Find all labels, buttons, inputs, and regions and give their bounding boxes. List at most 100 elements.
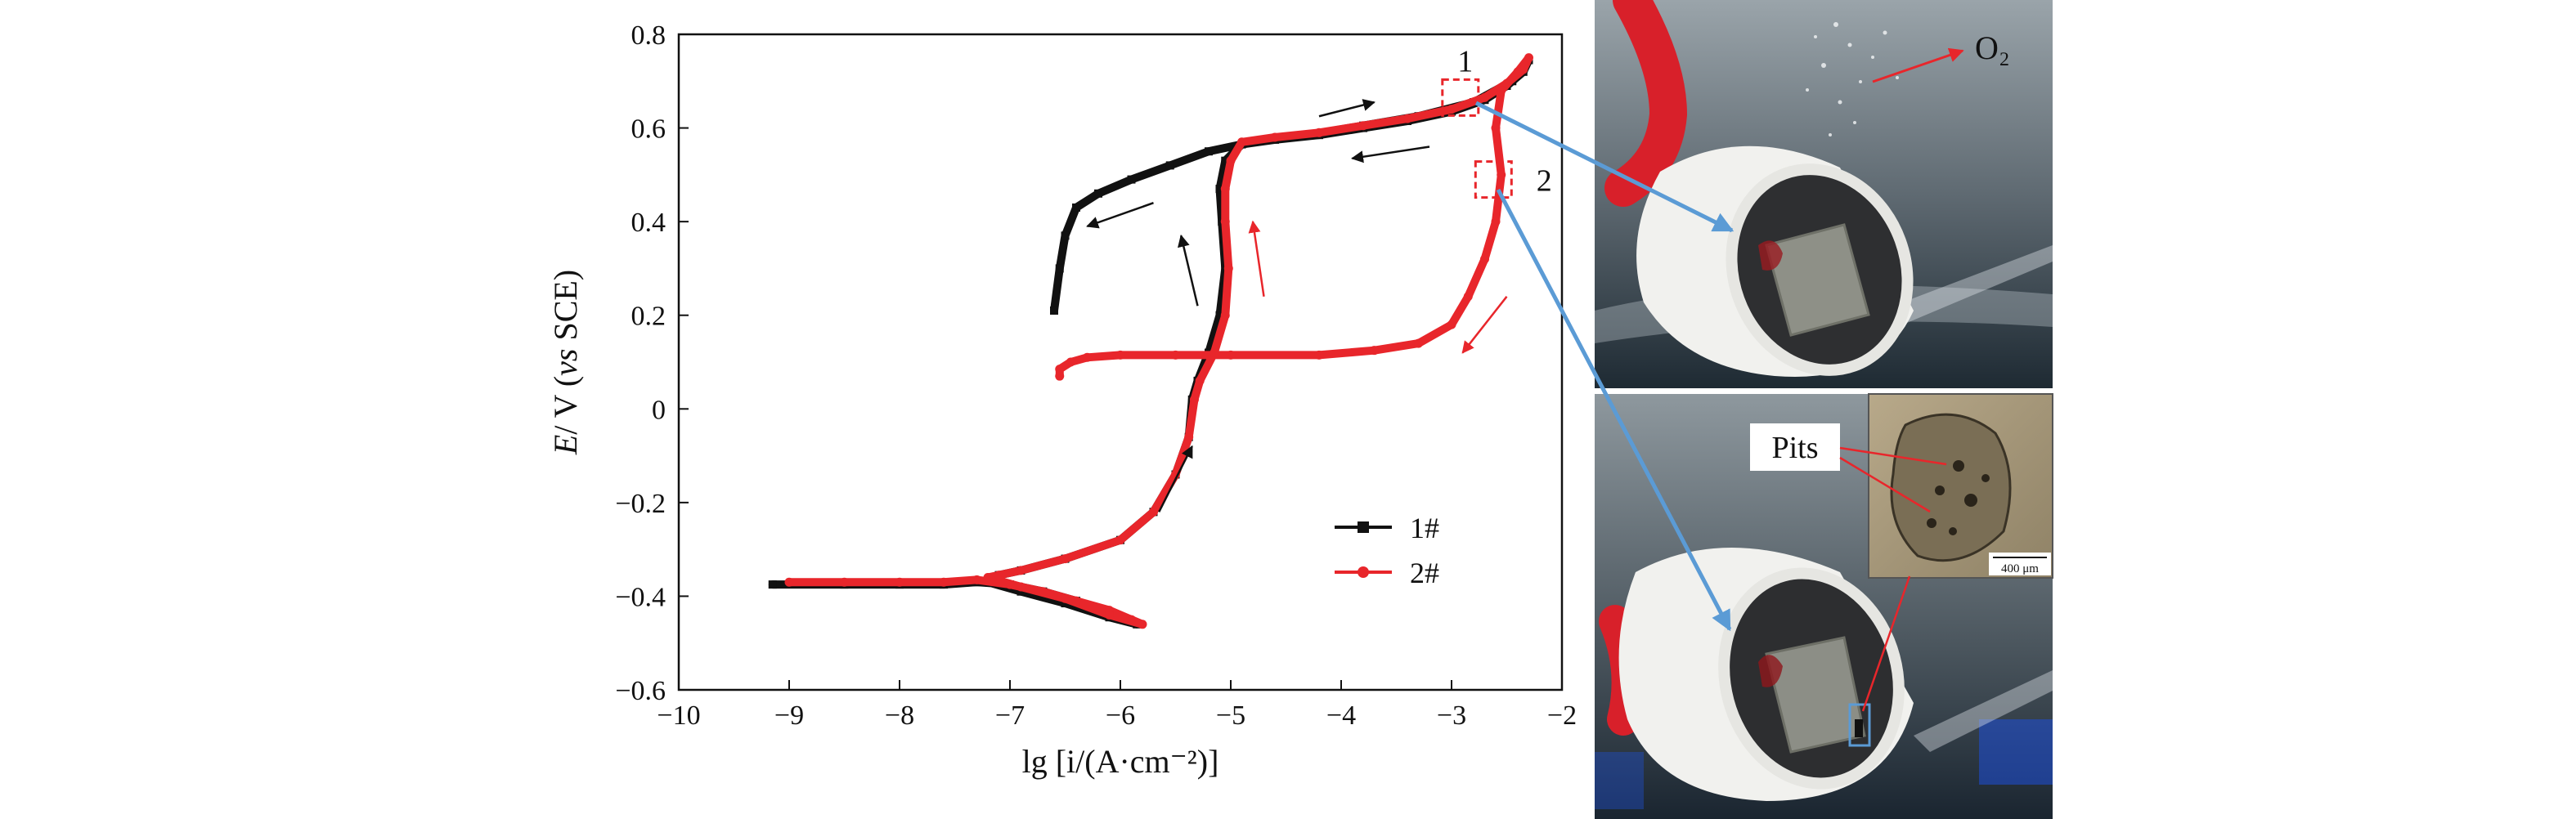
series-point-2: [1061, 554, 1070, 563]
series-point-2: [1224, 264, 1233, 273]
series-point-1: [1061, 231, 1070, 239]
series-point-2: [1492, 123, 1501, 132]
series-point-2: [1524, 53, 1533, 62]
y-tick-label: 0.8: [631, 20, 666, 51]
plot-frame: [679, 34, 1562, 690]
series-point-2: [1066, 358, 1075, 367]
direction-arrow: [1253, 222, 1264, 297]
series-point-2: [1447, 320, 1456, 329]
x-tick-label: −5: [1216, 700, 1245, 731]
direction-arrow: [1463, 297, 1507, 353]
y-tick-label: 0.2: [631, 302, 666, 332]
series-point-1: [1128, 176, 1136, 184]
y-tick-label: −0.2: [615, 489, 666, 519]
callout-box-2: [1475, 162, 1511, 198]
series-point-2: [1497, 170, 1506, 179]
pits-label: Pits: [1771, 431, 1818, 465]
legend-label-2: 2#: [1410, 557, 1439, 589]
y-tick-label: 0.4: [631, 208, 666, 238]
scale-bar-label: 400 μm: [2001, 562, 2039, 575]
series-point-2: [972, 575, 981, 584]
direction-arrow: [1319, 102, 1375, 116]
series-point-2: [1359, 121, 1368, 130]
series-point-1: [1050, 307, 1058, 315]
series-point-2: [1209, 348, 1218, 357]
legend-marker-2: [1358, 566, 1369, 578]
series-point-2: [1196, 376, 1205, 385]
series-point-2: [1502, 79, 1511, 88]
x-axis-ticks: −10 −9 −8 −7 −6 −5 −4 −3 −2: [657, 680, 1577, 731]
y-axis-label-reference: SCE): [547, 270, 584, 349]
series-point-2: [1514, 67, 1523, 76]
series-point-2: [1227, 156, 1236, 165]
series-point-2: [1171, 351, 1180, 360]
series-point-2: [984, 573, 993, 582]
series-point-2: [940, 578, 949, 587]
series-point-1: [1094, 190, 1102, 198]
series-point-2: [1414, 339, 1423, 348]
microscope-inset: 400 μm: [1869, 394, 2053, 578]
series-point-2: [1116, 535, 1125, 544]
series-point-2: [1403, 114, 1412, 123]
sample-photo-bottom: 400 μm Pits: [1595, 394, 2053, 819]
series-point-2: [994, 571, 1003, 580]
y-axis-label-unit: / V (: [547, 376, 584, 435]
series-point-2: [1492, 217, 1501, 226]
x-tick-label: −7: [995, 700, 1025, 731]
series-point-2: [1055, 372, 1064, 381]
series-point-2: [1447, 105, 1456, 114]
series-point-2: [1271, 133, 1280, 142]
series-point-2: [1006, 580, 1015, 589]
x-tick-label: −4: [1326, 700, 1356, 731]
x-axis-label: lg [i/(A·cm⁻²)]: [1022, 743, 1219, 780]
callout-label-1: 1: [1457, 44, 1473, 78]
blue-glow: [1595, 752, 1644, 809]
series-point-2: [1138, 620, 1147, 629]
series-point-2: [1083, 353, 1092, 362]
direction-arrows: [1088, 102, 1507, 512]
series-point-1: [1166, 161, 1174, 169]
y-tick-label: 0: [652, 395, 666, 425]
series-point-1: [769, 580, 777, 589]
series-point-2: [1221, 185, 1230, 194]
series-point-2: [1315, 128, 1324, 137]
x-tick-label: −6: [1106, 700, 1135, 731]
series-point-2: [895, 578, 904, 587]
corroded-region: [1892, 414, 2010, 561]
series-point-2: [1221, 217, 1230, 226]
series-point-2: [1116, 351, 1125, 360]
y-tick-label: −0.6: [615, 676, 666, 706]
y-tick-label: 0.6: [631, 114, 666, 145]
series-point-2: [1039, 587, 1048, 596]
pit-spot: [1855, 719, 1863, 737]
series-point-2: [1464, 292, 1473, 301]
series-point-2: [1237, 137, 1246, 146]
y-tick-label: −0.4: [615, 582, 666, 612]
series-point-2: [1315, 351, 1324, 360]
direction-arrow: [1181, 235, 1197, 306]
series-point-2: [1480, 93, 1489, 102]
x-tick-label: −3: [1437, 700, 1466, 731]
series-point-2: [1105, 611, 1114, 620]
series-point-2: [1149, 508, 1158, 517]
x-tick-label: −9: [774, 700, 804, 731]
x-tick-label: −2: [1547, 700, 1577, 731]
series-point-2: [840, 578, 849, 587]
series-point-1: [1205, 147, 1213, 155]
series-point-2: [1221, 311, 1230, 320]
direction-arrow: [1353, 146, 1430, 158]
legend-label-1: 1#: [1410, 512, 1439, 544]
series-point-2: [1072, 597, 1081, 606]
legend-marker-1: [1358, 521, 1369, 533]
series-point-2: [1061, 594, 1070, 603]
series-point-2: [1227, 351, 1236, 360]
y-axis-label-vs: vs: [547, 349, 584, 376]
series-point-1: [1072, 204, 1080, 212]
series-point-2: [1497, 86, 1506, 95]
series-point-2: [1480, 254, 1489, 263]
series-point-2: [1016, 582, 1025, 591]
direction-arrow: [1159, 446, 1192, 512]
y-axis-label: E/ V (vs SCE): [547, 270, 584, 455]
series-point-2: [785, 578, 794, 587]
callout-label-2: 2: [1537, 164, 1552, 199]
